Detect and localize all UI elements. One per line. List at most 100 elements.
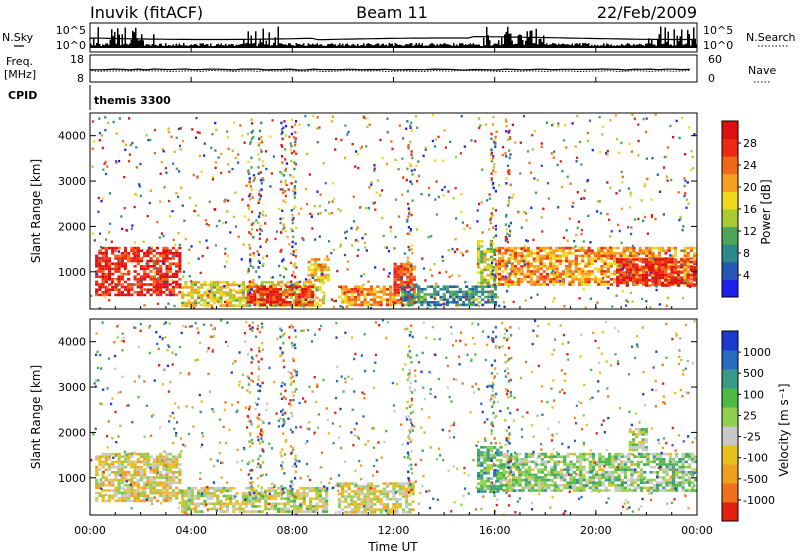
range-cell — [490, 148, 493, 152]
range-cell — [146, 452, 150, 456]
range-cell — [139, 267, 144, 271]
range-cell — [200, 303, 203, 306]
range-cell — [410, 264, 413, 268]
range-cell — [579, 489, 583, 492]
range-cell — [165, 257, 169, 260]
range-cell — [335, 137, 338, 141]
range-cell — [511, 481, 516, 484]
range-cell — [575, 468, 580, 471]
range-cell — [356, 290, 360, 293]
range-cell — [395, 198, 398, 201]
range-cell — [385, 301, 390, 304]
range-cell — [405, 510, 409, 514]
range-cell — [152, 478, 156, 482]
range-cell — [604, 463, 608, 466]
range-cell — [155, 283, 160, 286]
range-cell — [645, 254, 649, 258]
range-cell — [258, 237, 261, 241]
range-cell — [513, 283, 518, 286]
range-cell — [304, 114, 307, 118]
range-cell — [376, 497, 380, 501]
range-cell — [477, 240, 481, 243]
range-cell — [579, 458, 583, 461]
range-cell — [517, 262, 521, 265]
range-cell — [455, 295, 459, 299]
range-cell — [312, 299, 316, 302]
range-cell — [632, 252, 636, 255]
range-cell — [127, 252, 131, 255]
range-cell — [136, 257, 140, 260]
range-cell — [271, 276, 274, 279]
range-cell — [490, 301, 494, 304]
range-cell — [213, 486, 217, 490]
range-cell — [480, 279, 484, 282]
range-cell — [477, 490, 481, 493]
range-cell — [181, 139, 185, 143]
range-cell — [629, 191, 632, 194]
range-cell — [508, 465, 512, 469]
range-cell — [117, 257, 121, 260]
range-cell — [657, 260, 661, 264]
range-cell — [359, 147, 362, 150]
range-cell — [536, 293, 539, 296]
range-cell — [566, 484, 570, 487]
range-cell — [187, 507, 191, 511]
range-cell — [471, 301, 475, 304]
range-cell — [146, 476, 150, 479]
range-cell — [628, 271, 633, 274]
range-cell — [312, 283, 316, 287]
range-cell — [350, 490, 354, 493]
range-cell — [406, 272, 409, 276]
range-cell — [501, 257, 505, 260]
range-cell — [216, 502, 220, 506]
range-cell — [524, 486, 528, 490]
range-cell — [211, 306, 214, 309]
range-cell — [258, 275, 261, 279]
range-cell — [296, 489, 300, 493]
range-cell — [518, 452, 522, 456]
range-cell — [393, 267, 397, 271]
range-cell — [369, 307, 373, 309]
range-cell — [410, 248, 413, 251]
range-cell — [683, 249, 686, 252]
range-cell — [593, 280, 598, 284]
range-cell — [162, 476, 166, 479]
range-cell — [409, 273, 413, 276]
range-cell — [314, 238, 317, 241]
range-cell — [155, 465, 160, 469]
range-cell — [499, 485, 503, 488]
range-cell — [591, 473, 596, 477]
range-cell — [100, 134, 104, 137]
range-cell — [477, 453, 481, 457]
range-cell — [320, 268, 324, 272]
range-cell — [389, 226, 392, 229]
range-cell — [501, 246, 505, 250]
power-data — [90, 113, 697, 309]
range-cell — [269, 288, 273, 291]
range-cell — [98, 458, 102, 461]
range-cell — [178, 452, 182, 456]
range-cell — [635, 254, 639, 258]
range-cell — [638, 281, 642, 285]
range-cell — [614, 455, 618, 458]
range-cell — [249, 197, 252, 201]
range-cell — [302, 499, 306, 503]
range-cell — [483, 268, 487, 272]
range-cell — [600, 246, 604, 250]
range-cell — [309, 505, 313, 508]
range-cell — [275, 298, 279, 301]
range-cell — [611, 455, 615, 458]
range-cell — [104, 455, 108, 458]
range-cell — [190, 486, 194, 490]
range-cell — [155, 280, 160, 284]
range-cell — [181, 293, 185, 297]
range-cell — [259, 295, 263, 299]
range-cell — [245, 510, 249, 513]
range-cell — [226, 130, 229, 133]
range-cell — [364, 233, 367, 236]
range-cell — [149, 476, 153, 479]
range-cell — [409, 283, 412, 287]
range-cell — [362, 283, 365, 287]
range-cell — [469, 227, 472, 230]
range-cell — [490, 293, 494, 296]
